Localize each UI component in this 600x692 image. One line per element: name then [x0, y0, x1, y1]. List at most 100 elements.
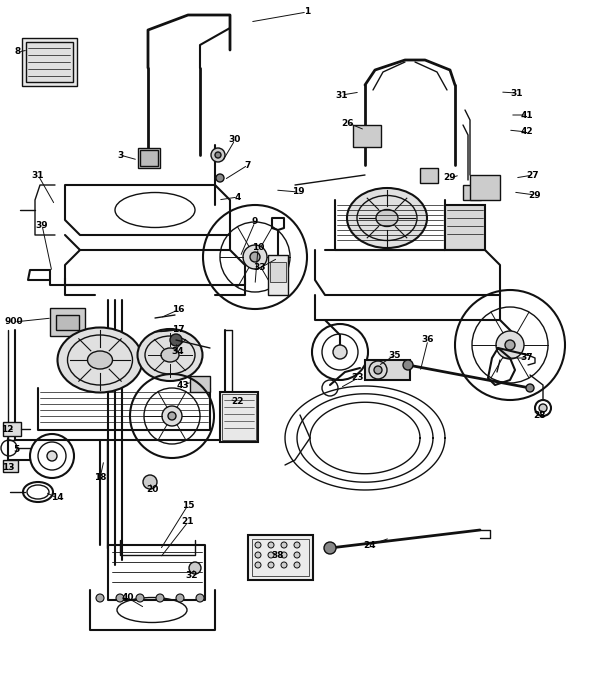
- Text: 28: 28: [534, 410, 546, 419]
- Circle shape: [255, 552, 261, 558]
- Circle shape: [136, 594, 144, 602]
- Text: 1: 1: [304, 8, 310, 17]
- Text: 40: 40: [122, 594, 134, 603]
- Circle shape: [243, 245, 267, 269]
- Circle shape: [168, 412, 176, 420]
- Text: 7: 7: [245, 161, 251, 170]
- Circle shape: [281, 552, 287, 558]
- Text: 14: 14: [50, 493, 64, 502]
- Text: 9: 9: [252, 217, 258, 226]
- Bar: [3, 460, 18, 472]
- Bar: [270, 262, 286, 282]
- Ellipse shape: [376, 210, 398, 226]
- Bar: [140, 150, 158, 166]
- Circle shape: [162, 406, 182, 426]
- Circle shape: [47, 451, 57, 461]
- Text: 35: 35: [389, 351, 401, 360]
- Circle shape: [374, 366, 382, 374]
- Bar: [22, 38, 77, 86]
- Text: 29: 29: [529, 190, 541, 199]
- Ellipse shape: [58, 327, 143, 392]
- Bar: [463, 185, 481, 200]
- Text: 31: 31: [511, 89, 523, 98]
- Ellipse shape: [161, 348, 179, 362]
- Text: 27: 27: [527, 170, 539, 179]
- Text: 30: 30: [229, 136, 241, 145]
- Circle shape: [505, 340, 515, 350]
- Bar: [353, 125, 381, 147]
- Bar: [470, 175, 500, 200]
- Text: 3: 3: [117, 150, 123, 159]
- Text: 24: 24: [364, 540, 376, 549]
- Circle shape: [294, 552, 300, 558]
- Circle shape: [176, 594, 184, 602]
- Bar: [420, 168, 438, 183]
- Text: 17: 17: [172, 325, 184, 334]
- Circle shape: [294, 542, 300, 548]
- Bar: [445, 205, 485, 250]
- Circle shape: [281, 542, 287, 548]
- Circle shape: [324, 542, 336, 554]
- Bar: [50, 308, 85, 336]
- Text: 31: 31: [32, 170, 44, 179]
- Text: 36: 36: [422, 336, 434, 345]
- Text: 43: 43: [176, 381, 190, 390]
- Circle shape: [268, 562, 274, 568]
- Text: 15: 15: [182, 500, 194, 509]
- Text: 42: 42: [521, 127, 533, 136]
- Text: 22: 22: [231, 397, 243, 406]
- Bar: [56, 315, 79, 330]
- Text: 26: 26: [342, 118, 354, 127]
- Circle shape: [496, 331, 524, 359]
- Text: 19: 19: [292, 188, 304, 197]
- Circle shape: [215, 152, 221, 158]
- Text: 34: 34: [172, 347, 184, 356]
- Text: 23: 23: [352, 374, 364, 383]
- Text: 29: 29: [443, 174, 457, 183]
- Circle shape: [539, 404, 547, 412]
- Text: 4: 4: [235, 192, 241, 201]
- Bar: [190, 376, 210, 392]
- Bar: [268, 255, 288, 295]
- Circle shape: [211, 148, 225, 162]
- Circle shape: [294, 562, 300, 568]
- Bar: [248, 535, 313, 580]
- Circle shape: [526, 384, 534, 392]
- Text: 5: 5: [13, 446, 19, 455]
- Circle shape: [255, 562, 261, 568]
- Circle shape: [268, 552, 274, 558]
- Text: 32: 32: [186, 570, 198, 579]
- Circle shape: [156, 594, 164, 602]
- Circle shape: [170, 334, 182, 346]
- Bar: [252, 539, 309, 576]
- Text: 21: 21: [182, 518, 194, 527]
- Circle shape: [96, 594, 104, 602]
- Bar: [222, 394, 256, 440]
- Text: 900: 900: [5, 318, 23, 327]
- Text: 38: 38: [272, 551, 284, 560]
- Circle shape: [255, 542, 261, 548]
- Text: 18: 18: [94, 473, 106, 482]
- Bar: [365, 360, 410, 380]
- Circle shape: [143, 475, 157, 489]
- Circle shape: [116, 594, 124, 602]
- Circle shape: [333, 345, 347, 359]
- Ellipse shape: [347, 188, 427, 248]
- Text: 20: 20: [146, 486, 158, 495]
- Text: 16: 16: [172, 305, 184, 314]
- Circle shape: [403, 360, 413, 370]
- Text: 8: 8: [15, 48, 21, 57]
- Circle shape: [268, 542, 274, 548]
- Bar: [138, 148, 160, 168]
- Text: 39: 39: [35, 221, 49, 230]
- Circle shape: [196, 594, 204, 602]
- Text: 10: 10: [252, 244, 264, 253]
- Text: 37: 37: [521, 354, 533, 363]
- Circle shape: [250, 252, 260, 262]
- Text: 12: 12: [1, 426, 13, 435]
- Bar: [26, 42, 73, 82]
- Ellipse shape: [88, 351, 113, 369]
- Text: 33: 33: [254, 264, 266, 273]
- Bar: [220, 392, 258, 442]
- Circle shape: [189, 562, 201, 574]
